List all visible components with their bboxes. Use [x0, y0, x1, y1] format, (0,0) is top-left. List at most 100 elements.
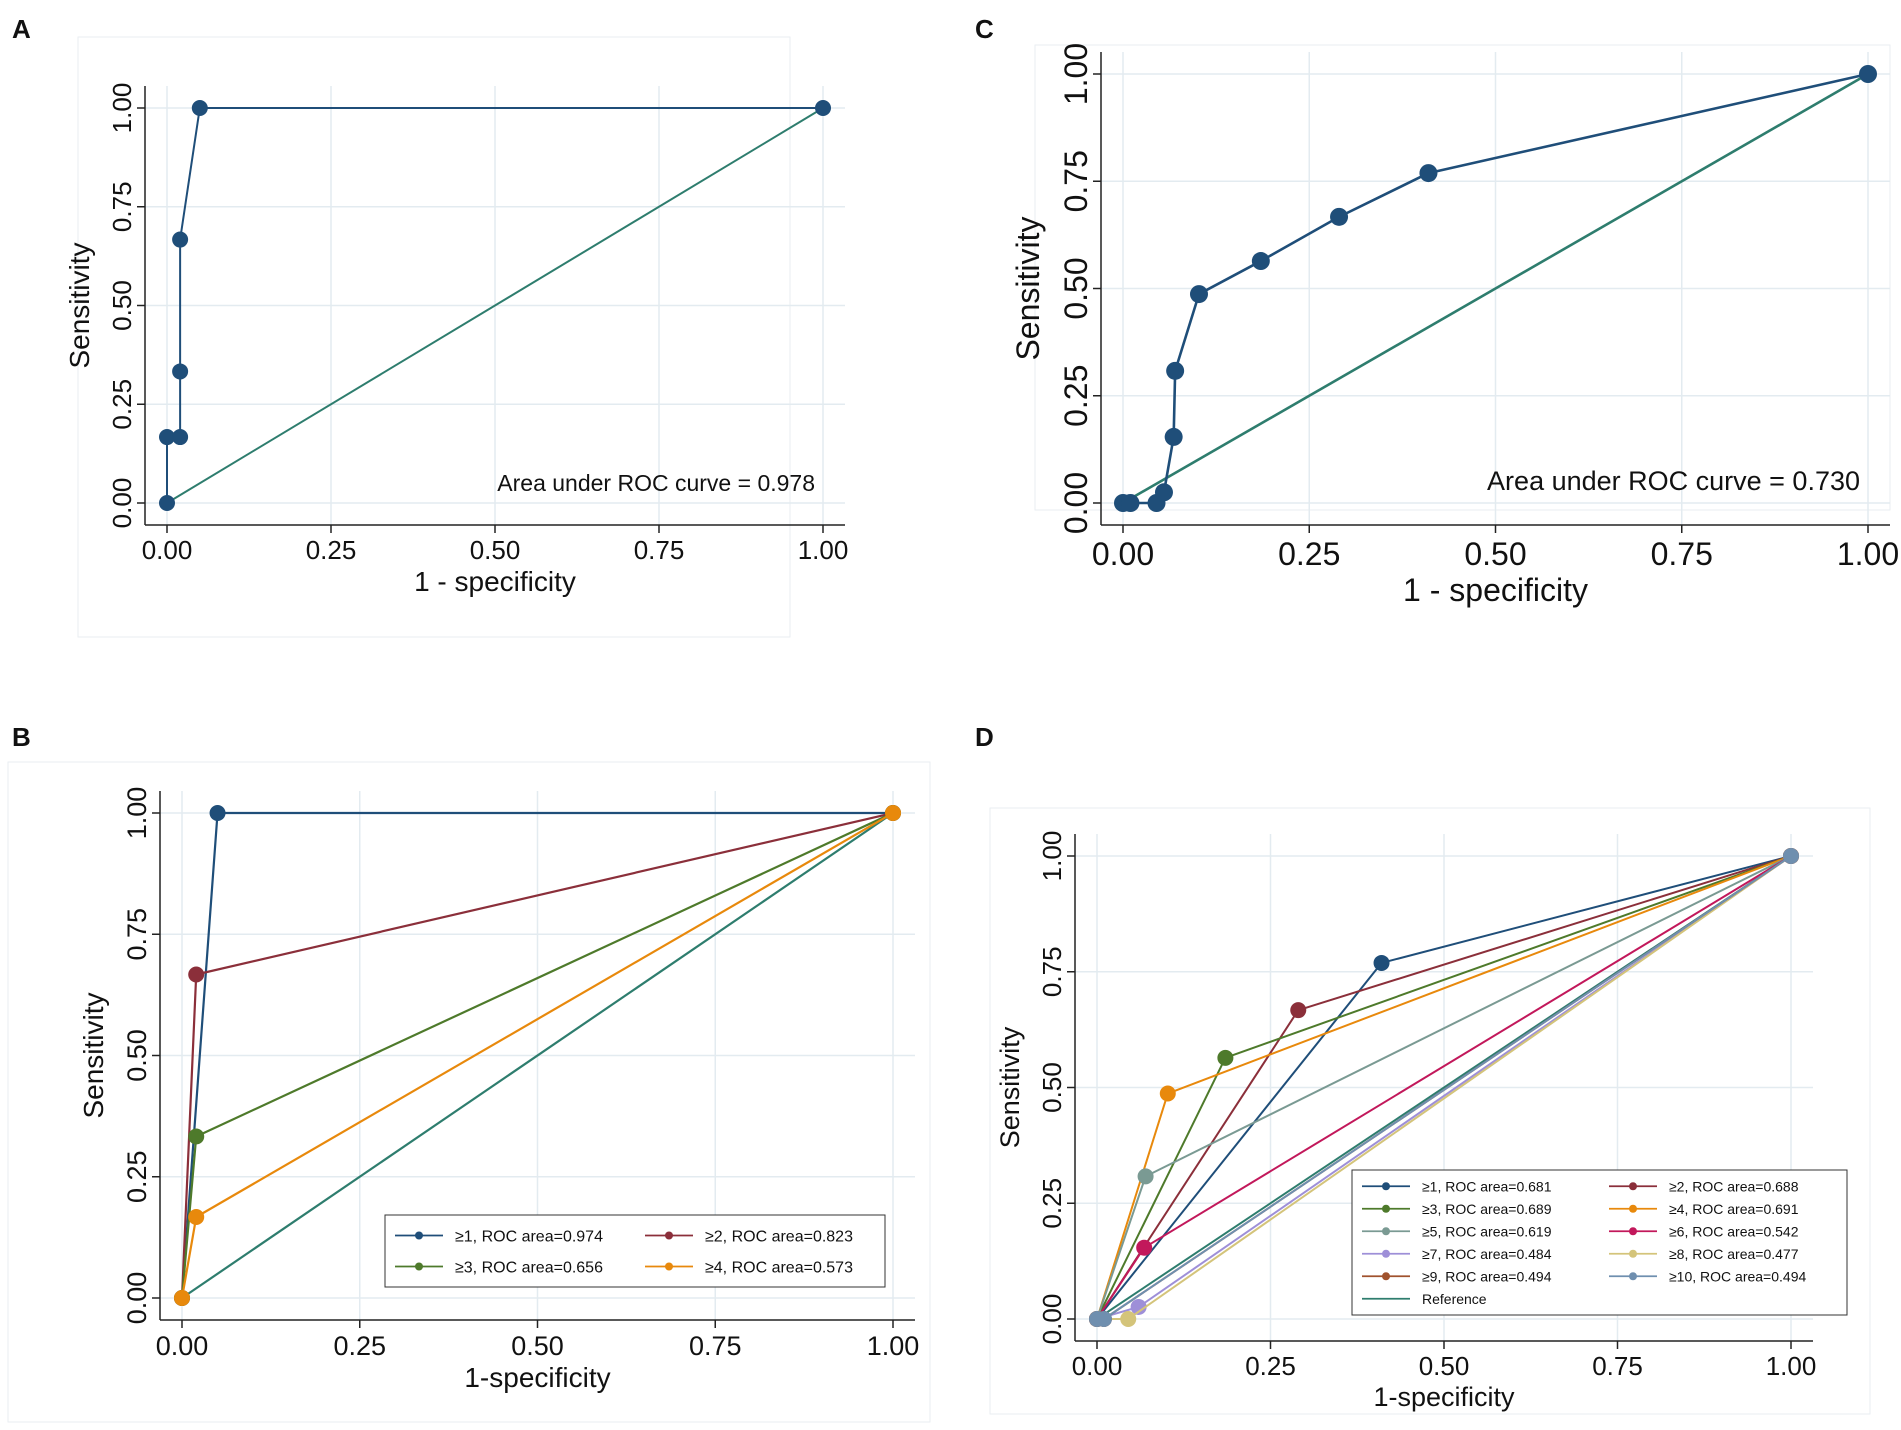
y-tick-label: 0.00 [1058, 472, 1094, 534]
y-tick-label: 0.50 [1037, 1062, 1067, 1113]
roc-point-3-roc-area-0-656 [188, 1128, 205, 1145]
roc-point-7-roc-area-0-484 [1130, 1298, 1147, 1315]
roc-point-roc [1154, 483, 1173, 502]
roc-point-5-roc-area-0-619 [1137, 1168, 1154, 1185]
y-axis-title: Sensitivity [64, 242, 95, 368]
reference-line [166, 107, 824, 504]
x-tick-label: 0.50 [511, 1331, 564, 1361]
x-tick-label: 1.00 [1766, 1351, 1817, 1381]
legend-swatch-marker [1629, 1204, 1637, 1213]
roc-point-10-roc-area-0-494 [1095, 1311, 1112, 1327]
panel-a-chart: 0.00 0.25 0.50 0.75 1.00 0.00 0.25 0.50 0.75 1.00… [64, 36, 849, 638]
legend-label: ≥4, ROC area=0.691 [1669, 1201, 1799, 1217]
legend-swatch-marker [665, 1262, 673, 1271]
x-tick-label: 0.00 [156, 1331, 209, 1361]
legend-swatch-marker [1382, 1227, 1390, 1236]
x-tick-label: 0.50 [470, 535, 521, 565]
panel-background [77, 36, 791, 638]
panel-label-a: A [12, 14, 31, 44]
legend-label: ≥3, ROC area=0.656 [455, 1259, 603, 1276]
roc-point-roc [1166, 361, 1185, 380]
reference-line [1122, 72, 1869, 505]
x-tick-label: 0.00 [142, 535, 193, 565]
panel-c-chart: 0.00 0.25 0.50 0.75 1.00 0.00 0.25 0.50 0.75 1.00… [1010, 43, 1899, 608]
x-tick-label: 0.25 [333, 1331, 386, 1361]
y-tick-label: 0.50 [1058, 257, 1094, 319]
legend-box [384, 1214, 886, 1288]
x-tick-label: 0.25 [1245, 1351, 1296, 1381]
y-tick-label: 0.25 [1058, 365, 1094, 427]
legend-swatch-marker [1629, 1272, 1637, 1281]
legend-swatch-marker [1629, 1182, 1637, 1191]
y-tick-label: 0.25 [1037, 1178, 1067, 1229]
y-tick-label: 0.25 [107, 379, 137, 430]
roc-point-roc [172, 231, 189, 248]
x-axis-title: 1 - specificity [414, 566, 576, 597]
legend-label: ≥2, ROC area=0.688 [1669, 1178, 1799, 1194]
x-axis-title: 1-specificity [464, 1362, 610, 1393]
y-tick-label: 1.00 [122, 787, 152, 840]
y-tick-label: 0.00 [122, 1272, 152, 1325]
roc-point-8-roc-area-0-477 [1120, 1311, 1137, 1327]
legend-label: ≥5, ROC area=0.619 [1422, 1223, 1552, 1239]
roc-point-10-roc-area-0-494 [1783, 848, 1799, 864]
roc-point-roc [159, 495, 175, 511]
legend-box [1351, 1169, 1848, 1316]
y-axis-title: Sensitivity [78, 992, 109, 1118]
y-tick-label: 0.75 [122, 908, 152, 961]
roc-point-2-roc-area-0-688 [1290, 1002, 1307, 1019]
roc-point-roc [815, 100, 831, 116]
legend-swatch-marker [1382, 1249, 1390, 1258]
legend-label: ≥10, ROC area=0.494 [1669, 1268, 1806, 1284]
roc-point-6-roc-area-0-542 [1136, 1239, 1153, 1256]
roc-point-roc [1330, 207, 1349, 226]
y-tick-label: 0.75 [1037, 946, 1067, 997]
auc-annotation: Area under ROC curve = 0.978 [497, 470, 815, 496]
x-tick-label: 0.75 [1592, 1351, 1643, 1381]
legend-label: ≥1, ROC area=0.681 [1422, 1178, 1552, 1194]
y-tick-label: 0.50 [107, 280, 137, 331]
y-axis-title: Sensitivity [1010, 216, 1046, 360]
roc-point-4-roc-area-0-573 [885, 805, 901, 821]
legend-swatch-marker [1382, 1272, 1390, 1281]
x-tick-label: 1.00 [798, 535, 849, 565]
y-tick-label: 0.50 [122, 1029, 152, 1082]
legend-label: ≥1, ROC area=0.974 [455, 1228, 603, 1245]
legend-label: ≥2, ROC area=0.823 [705, 1228, 853, 1245]
auc-annotation: Area under ROC curve = 0.730 [1487, 466, 1860, 496]
x-tick-label: 0.25 [306, 535, 357, 565]
roc-point-4-roc-area-0-573 [174, 1290, 190, 1306]
roc-point-roc [1419, 164, 1438, 183]
legend-label: ≥8, ROC area=0.477 [1669, 1246, 1799, 1262]
roc-point-roc [1121, 494, 1140, 512]
x-tick-label: 0.00 [1092, 536, 1154, 572]
x-tick-label: 1.00 [1837, 536, 1899, 572]
legend-label: ≥7, ROC area=0.484 [1422, 1246, 1552, 1262]
panel-b-chart: 0.00 0.25 0.50 0.75 1.00 0.00 0.25 0.50 0.75 1.00… [7, 761, 931, 1423]
legend-label: ≥3, ROC area=0.689 [1422, 1201, 1552, 1217]
roc-point-roc [1189, 285, 1208, 304]
x-tick-label: 0.50 [1464, 536, 1526, 572]
roc-point-4-roc-area-0-691 [1159, 1085, 1176, 1102]
panel-label-d: D [975, 722, 994, 752]
x-axis-title: 1-specificity [1373, 1382, 1515, 1412]
roc-point-roc [1251, 252, 1270, 271]
x-axis-title: 1 - specificity [1403, 572, 1588, 608]
legend-label: Reference [1422, 1291, 1487, 1307]
legend-label: ≥6, ROC area=0.542 [1669, 1223, 1799, 1239]
panel-label-c: C [975, 14, 994, 44]
legend-swatch-marker [665, 1231, 673, 1240]
legend-swatch-marker [415, 1262, 423, 1271]
legend-swatch-marker [415, 1231, 423, 1240]
y-tick-label: 1.00 [107, 83, 137, 134]
reference-line [181, 812, 894, 1299]
legend-swatch-marker [1382, 1204, 1390, 1213]
legend-label: ≥4, ROC area=0.573 [705, 1259, 853, 1276]
y-tick-label: 0.75 [1058, 150, 1094, 212]
roc-point-roc [1164, 427, 1183, 446]
legend-swatch-marker [1629, 1227, 1637, 1236]
panel-background [7, 761, 931, 1423]
legend-swatch-marker [1382, 1182, 1390, 1191]
x-tick-label: 0.75 [1651, 536, 1713, 572]
